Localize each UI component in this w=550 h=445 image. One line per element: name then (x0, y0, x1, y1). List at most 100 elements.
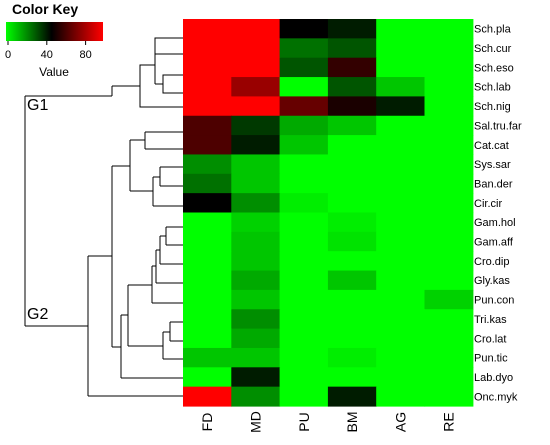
heatmap-cell (231, 38, 281, 59)
heatmap-cell (279, 231, 329, 252)
heatmap-cell (327, 57, 377, 78)
row-label: Tri.kas (474, 314, 507, 326)
heatmap-cell (231, 347, 281, 368)
heatmap-cell (327, 193, 377, 214)
heatmap-cell (231, 135, 281, 156)
color-key-tick-label: 40 (41, 49, 53, 61)
heatmap-cell (231, 328, 281, 349)
heatmap-cell (376, 231, 426, 252)
heatmap-cell (376, 173, 426, 194)
heatmap-cell (183, 173, 232, 194)
heatmap-cell (327, 19, 377, 39)
row-label: Sch.pla (474, 24, 512, 36)
heatmap-cell (327, 212, 377, 233)
heatmap-cell (327, 270, 377, 291)
heatmap-cells (183, 19, 474, 407)
row-label: Sal.tru.far (474, 120, 522, 132)
heatmap-cell (376, 251, 426, 272)
heatmap-cell (279, 309, 329, 330)
row-label: Sys.sar (474, 159, 511, 171)
color-key-title: Color Key (12, 1, 78, 17)
heatmap-cell (424, 212, 474, 233)
heatmap-cell (183, 231, 232, 252)
heatmap-cell (327, 173, 377, 194)
heatmap-cell (183, 77, 232, 97)
heatmap-cell (376, 328, 426, 349)
column-label: MD (247, 411, 263, 433)
heatmap-cell (183, 115, 232, 136)
heatmap-cell (183, 251, 232, 272)
heatmap-cell (327, 231, 377, 252)
heatmap-cell (327, 309, 377, 330)
color-key-gradient (6, 22, 103, 41)
heatmap-cell (424, 135, 474, 156)
heatmap-cell (183, 212, 232, 233)
heatmap-cell (231, 251, 281, 272)
heatmap-cell (376, 212, 426, 233)
row-label: Cro.lat (474, 333, 506, 345)
heatmap-cell (424, 251, 474, 272)
heatmap-cell (424, 173, 474, 194)
heatmap-cell (424, 270, 474, 291)
heatmap-cell (231, 19, 281, 39)
heatmap-cell (231, 212, 281, 233)
heatmap-cell (279, 270, 329, 291)
column-label: AG (392, 412, 408, 432)
row-label: Pun.tic (474, 353, 508, 365)
heatmap-cell (231, 367, 281, 388)
row-label: Cir.cir (474, 198, 502, 210)
row-label: Gam.hol (474, 217, 516, 229)
heatmap-cell (279, 96, 329, 117)
heatmap-cell (231, 77, 281, 97)
color-key-tick-label: 0 (5, 49, 11, 61)
heatmap-cell (376, 154, 426, 175)
heatmap-cell (183, 347, 232, 368)
column-label: PU (296, 412, 312, 431)
color-key: Color Key 0 40 80 Value (5, 1, 103, 79)
group-label-g1: G1 (27, 97, 48, 114)
heatmap-cell (376, 386, 426, 407)
heatmap-cell (279, 77, 329, 97)
heatmap-cell (183, 270, 232, 291)
heatmap-cell (424, 367, 474, 388)
heatmap-cell (231, 96, 281, 117)
heatmap-cell (376, 270, 426, 291)
heatmap-cell (424, 96, 474, 117)
heatmap-cell (424, 309, 474, 330)
heatmap-cell (327, 386, 377, 407)
row-label: Sch.lab (474, 82, 511, 94)
heatmap-cell (376, 96, 426, 117)
heatmap-cell (424, 77, 474, 97)
heatmap-cell (424, 289, 474, 310)
heatmap-cell (279, 154, 329, 175)
heatmap-cell (231, 289, 281, 310)
heatmap-cell (327, 77, 377, 97)
row-label: Sch.cur (474, 43, 512, 55)
heatmap-cell (327, 367, 377, 388)
heatmap-cell (183, 367, 232, 388)
heatmap-cell (279, 367, 329, 388)
heatmap-cell (183, 309, 232, 330)
column-label: FD (199, 413, 215, 432)
color-key-tick-label: 80 (79, 49, 91, 61)
heatmap-cell (376, 57, 426, 78)
heatmap-cell (279, 386, 329, 407)
row-label: Sch.eso (474, 62, 514, 74)
color-key-ticks: 0 40 80 (5, 41, 92, 61)
heatmap-cell (279, 38, 329, 59)
heatmap-cell (376, 193, 426, 214)
row-label: Ban.der (474, 178, 513, 190)
heatmap-cell (424, 231, 474, 252)
column-label: RE (441, 412, 457, 431)
dendrogram-g2-leaves (24, 95, 183, 397)
row-label: Pun.con (474, 295, 514, 307)
heatmap-cell (279, 347, 329, 368)
heatmap-cell (376, 347, 426, 368)
heatmap-cell (327, 328, 377, 349)
heatmap-cell (279, 173, 329, 194)
heatmap-cell (231, 386, 281, 407)
heatmap-cell (279, 135, 329, 156)
row-label: Gam.aff (474, 237, 514, 249)
heatmap-cell (424, 347, 474, 368)
row-label: Cro.dip (474, 256, 509, 268)
